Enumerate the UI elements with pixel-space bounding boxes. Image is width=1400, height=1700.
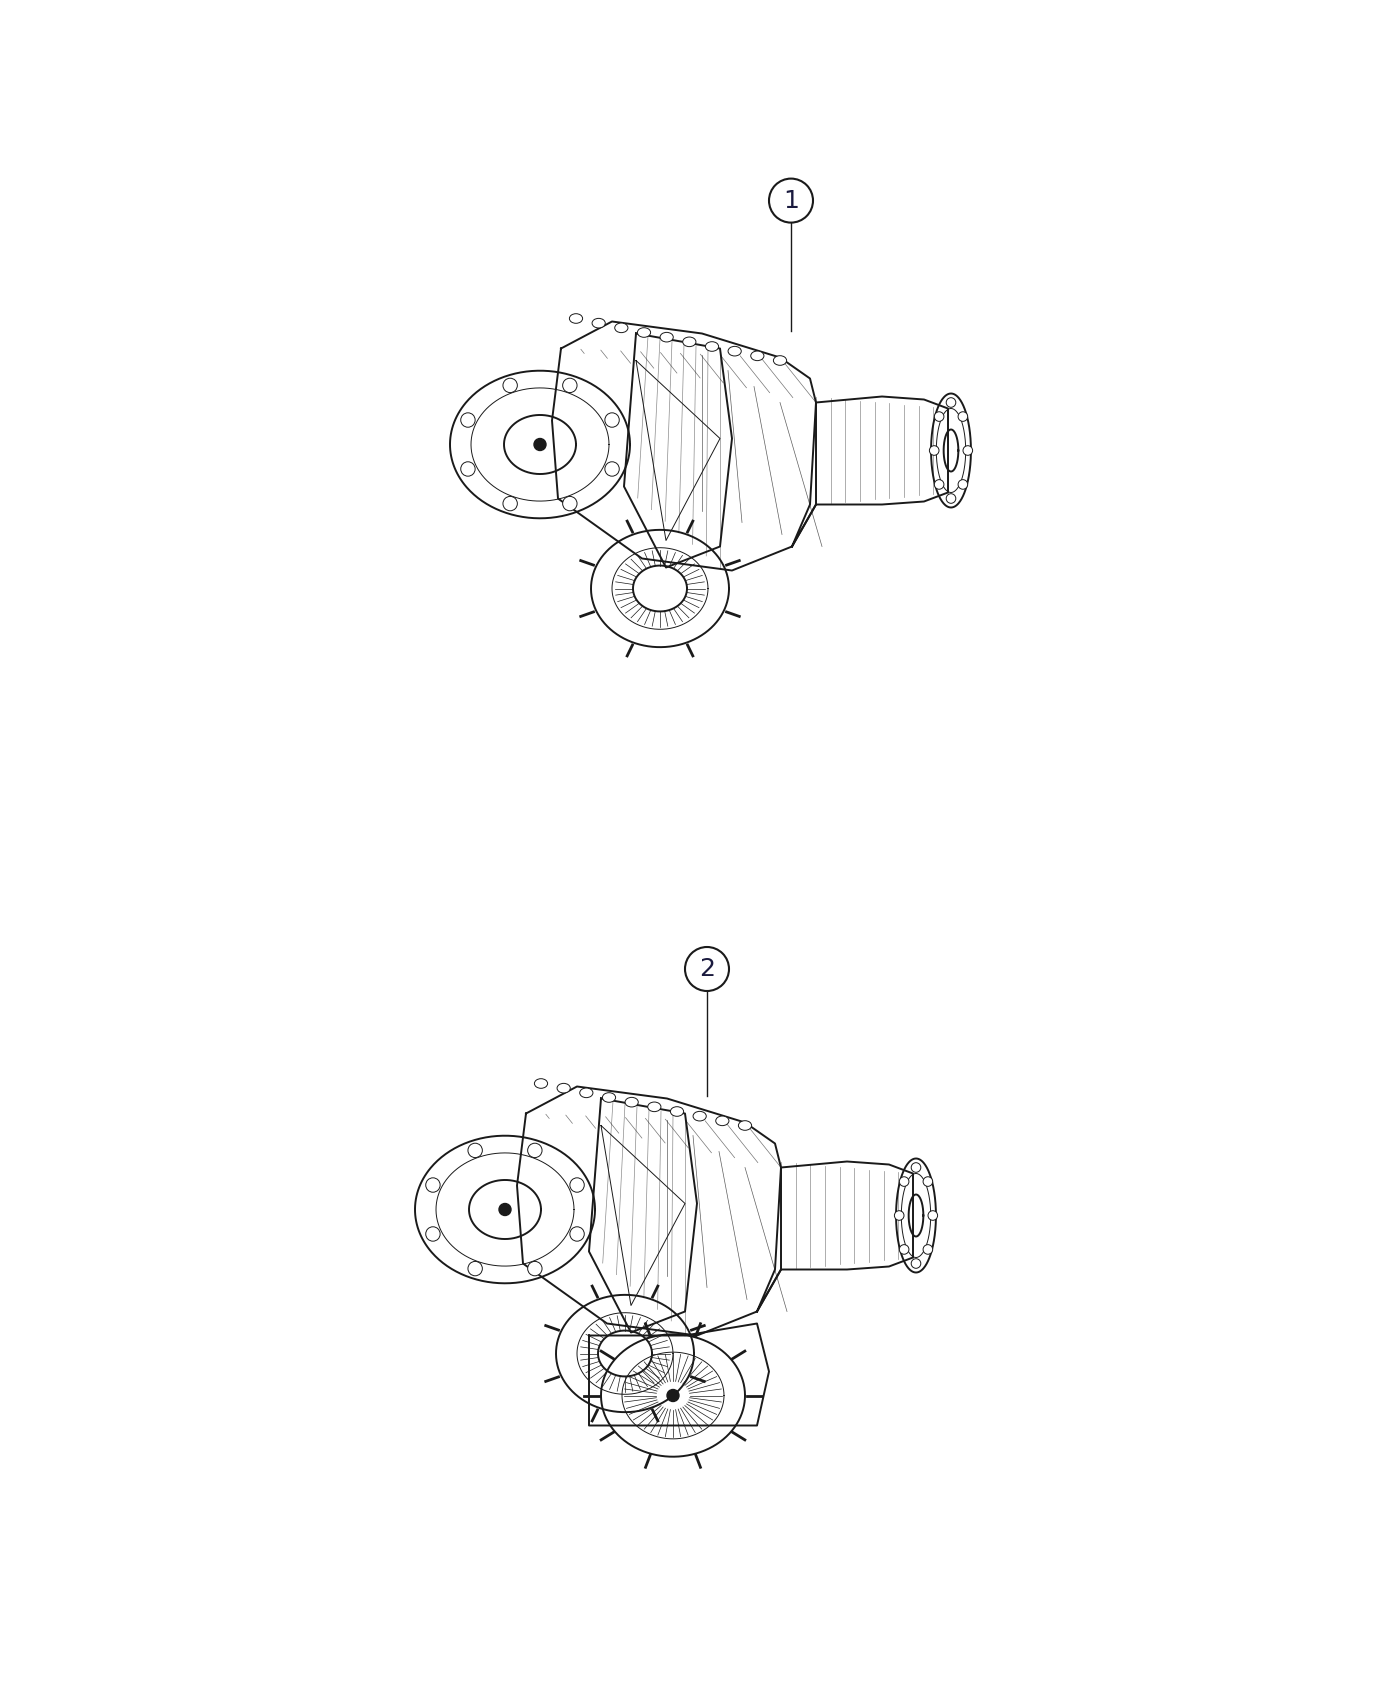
Ellipse shape [557,1083,570,1093]
Circle shape [533,439,546,451]
Ellipse shape [592,318,605,328]
Circle shape [946,398,956,408]
Ellipse shape [535,1080,547,1088]
Circle shape [570,1227,584,1241]
Ellipse shape [750,350,764,360]
Ellipse shape [773,355,787,366]
Circle shape [899,1176,909,1187]
Circle shape [911,1258,921,1268]
Ellipse shape [570,314,582,323]
Circle shape [963,445,973,456]
Circle shape [934,479,944,490]
Circle shape [570,1178,584,1192]
Circle shape [958,479,967,490]
Circle shape [605,462,619,476]
Ellipse shape [693,1112,706,1120]
Circle shape [769,178,813,223]
Ellipse shape [706,342,718,352]
Circle shape [498,1204,511,1216]
Ellipse shape [683,337,696,347]
Circle shape [911,1163,921,1173]
Ellipse shape [659,333,673,342]
Circle shape [528,1261,542,1275]
Circle shape [685,947,729,991]
Text: 1: 1 [783,189,799,212]
Ellipse shape [615,323,629,333]
Ellipse shape [624,1098,638,1107]
Circle shape [426,1178,440,1192]
Circle shape [934,411,944,422]
Circle shape [563,496,577,510]
Circle shape [461,462,475,476]
Circle shape [503,496,518,510]
Circle shape [503,377,518,393]
Ellipse shape [580,1088,594,1098]
Ellipse shape [637,328,651,337]
Circle shape [666,1389,679,1401]
Ellipse shape [738,1120,752,1130]
Circle shape [461,413,475,427]
Circle shape [468,1261,483,1275]
Circle shape [923,1244,932,1255]
Circle shape [928,1210,938,1221]
Circle shape [946,493,956,503]
Circle shape [563,377,577,393]
Circle shape [426,1227,440,1241]
Circle shape [958,411,967,422]
Circle shape [895,1210,904,1221]
Ellipse shape [671,1107,683,1117]
Ellipse shape [715,1115,729,1125]
Circle shape [468,1142,483,1158]
Circle shape [923,1176,932,1187]
Ellipse shape [648,1102,661,1112]
Circle shape [528,1142,542,1158]
Circle shape [899,1244,909,1255]
Circle shape [930,445,939,456]
Circle shape [605,413,619,427]
Text: 2: 2 [699,957,715,981]
Ellipse shape [728,347,741,355]
Ellipse shape [602,1093,616,1102]
